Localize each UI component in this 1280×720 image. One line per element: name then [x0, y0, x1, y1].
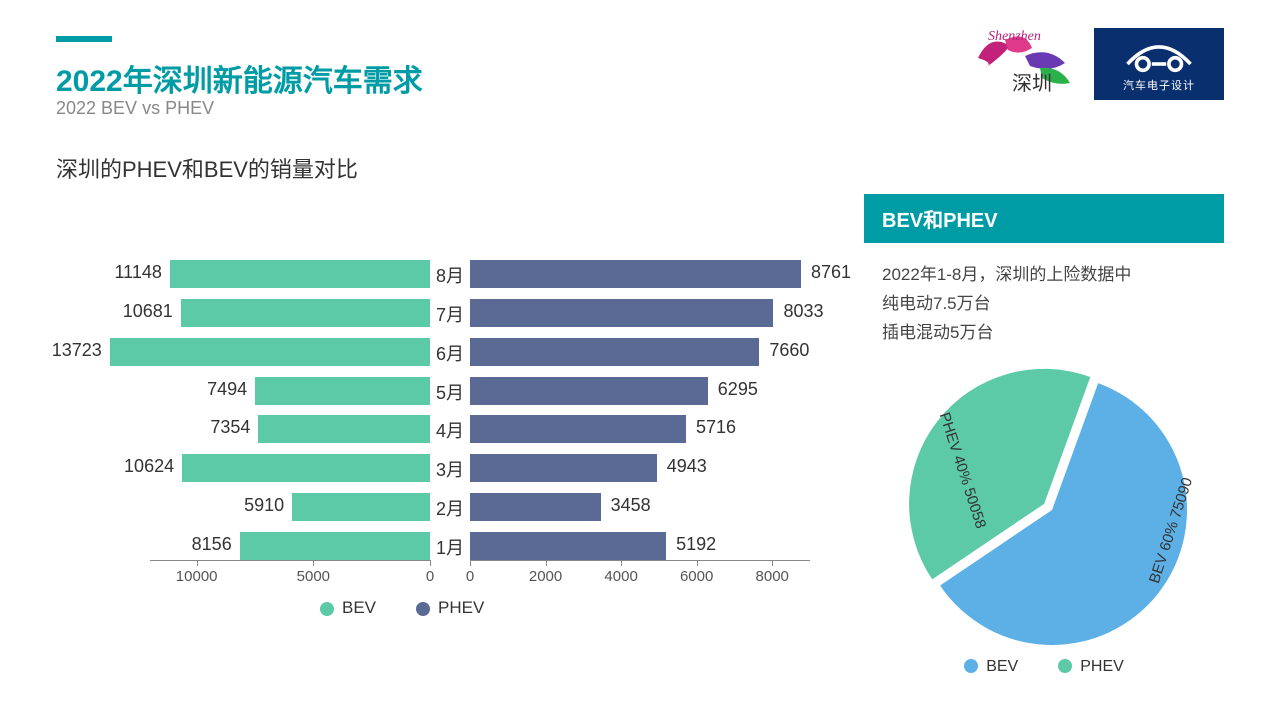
pie-legend-bev-label: BEV — [986, 658, 1018, 675]
bar-row: 7354 4月 5716 — [90, 415, 830, 443]
panel-line-2: 纯电动7.5万台 — [882, 290, 1206, 319]
bev-value-label: 5910 — [244, 495, 284, 516]
bar-chart: 111488月8761106817月8033137236月766074945月6… — [90, 260, 830, 620]
bev-bar — [170, 260, 430, 288]
panel-body: 2022年1-8月，深圳的上险数据中 纯电动7.5万台 插电混动5万台 — [864, 243, 1224, 358]
svg-text:深圳: 深圳 — [1012, 72, 1052, 95]
axis-line-right — [470, 560, 810, 561]
bar-row: 5910 2月 3458 — [90, 493, 830, 521]
axis-tick: 2000 — [529, 568, 562, 585]
panel-line-3: 插电混动5万台 — [882, 319, 1206, 348]
phev-bar — [470, 338, 759, 366]
pie-chart: BEV 60% 75090 PHEV 40% 50058 — [894, 362, 1194, 652]
month-label: 2月 — [430, 495, 470, 521]
phev-value-label: 8761 — [811, 262, 851, 283]
bev-value-label: 10624 — [124, 456, 174, 477]
month-label: 5月 — [430, 379, 470, 405]
bev-value-label: 11148 — [115, 262, 162, 283]
phev-value-label: 4943 — [667, 456, 707, 477]
month-label: 7月 — [430, 301, 470, 327]
bar-row: 10624 3月 4943 — [90, 454, 830, 482]
bev-value-label: 10681 — [123, 301, 173, 322]
phev-bar — [470, 377, 708, 405]
bev-value-label: 7494 — [207, 379, 247, 400]
phev-bar — [470, 532, 666, 560]
brand-logo-text: 汽车电子设计 — [1123, 77, 1195, 93]
phev-value-label: 5716 — [696, 417, 736, 438]
axis-line-left — [150, 560, 430, 561]
pie-bev-swatch — [964, 659, 978, 673]
accent-bar — [56, 36, 112, 42]
month-label: 3月 — [430, 456, 470, 482]
bev-bar — [181, 299, 430, 327]
phev-bar — [470, 454, 657, 482]
phev-bar — [470, 260, 801, 288]
axis-tick: 8000 — [756, 568, 789, 585]
bev-value-label: 13723 — [52, 340, 102, 361]
bev-bar — [182, 454, 430, 482]
bev-bar — [255, 377, 430, 405]
panel-line-1: 2022年1-8月，深圳的上险数据中 — [882, 261, 1206, 290]
bar-row: 8156 1月 5192 — [90, 532, 830, 560]
shenzhen-logo: 深圳 Shenzhen — [970, 28, 1080, 100]
svg-text:Shenzhen: Shenzhen — [988, 29, 1041, 44]
axis-tick: 10000 — [176, 568, 218, 585]
bar-row: 7494 5月 6295 — [90, 377, 830, 405]
bar-legend: BEV PHEV — [320, 598, 484, 618]
legend-phev-label: PHEV — [438, 598, 484, 617]
bev-value-label: 8156 — [192, 534, 232, 555]
page-title: 2022年深圳新能源汽车需求 — [56, 56, 423, 100]
bev-bar — [292, 493, 430, 521]
phev-value-label: 3458 — [611, 495, 651, 516]
panel-header: BEV和PHEV — [864, 194, 1224, 243]
axis-tick: 4000 — [604, 568, 637, 585]
phev-bar — [470, 299, 773, 327]
phev-value-label: 8033 — [783, 301, 823, 322]
legend-bev-label: BEV — [342, 598, 376, 617]
pie-legend: BEV PHEV — [864, 658, 1224, 676]
phev-value-label: 7660 — [769, 340, 809, 361]
phev-swatch — [416, 602, 430, 616]
bar-row: 10681 7月 8033 — [90, 299, 830, 327]
axis-tick: 6000 — [680, 568, 713, 585]
bar-row: 111488月8761 — [90, 260, 830, 288]
chart-title: 深圳的PHEV和BEV的销量对比 — [56, 152, 358, 184]
axis-tick: 0 — [426, 568, 434, 585]
month-label: 1月 — [430, 534, 470, 560]
axis-tick: 0 — [466, 568, 474, 585]
month-label: 4月 — [430, 417, 470, 443]
month-label: 6月 — [430, 340, 470, 366]
bar-row: 137236月7660 — [90, 338, 830, 366]
bev-value-label: 7354 — [210, 417, 250, 438]
phev-bar — [470, 415, 686, 443]
brand-logo-box: 汽车电子设计 — [1094, 28, 1224, 100]
side-panel: BEV和PHEV 2022年1-8月，深圳的上险数据中 纯电动7.5万台 插电混… — [864, 194, 1224, 676]
bev-bar — [240, 532, 430, 560]
pie-phev-swatch — [1058, 659, 1072, 673]
bev-swatch — [320, 602, 334, 616]
bev-bar — [258, 415, 430, 443]
page-subtitle: 2022 BEV vs PHEV — [56, 98, 214, 119]
phev-bar — [470, 493, 601, 521]
pie-legend-phev-label: PHEV — [1080, 658, 1124, 675]
axis-tick: 5000 — [297, 568, 330, 585]
phev-value-label: 5192 — [676, 534, 716, 555]
bev-bar — [110, 338, 430, 366]
phev-value-label: 6295 — [718, 379, 758, 400]
month-label: 8月 — [430, 262, 470, 288]
